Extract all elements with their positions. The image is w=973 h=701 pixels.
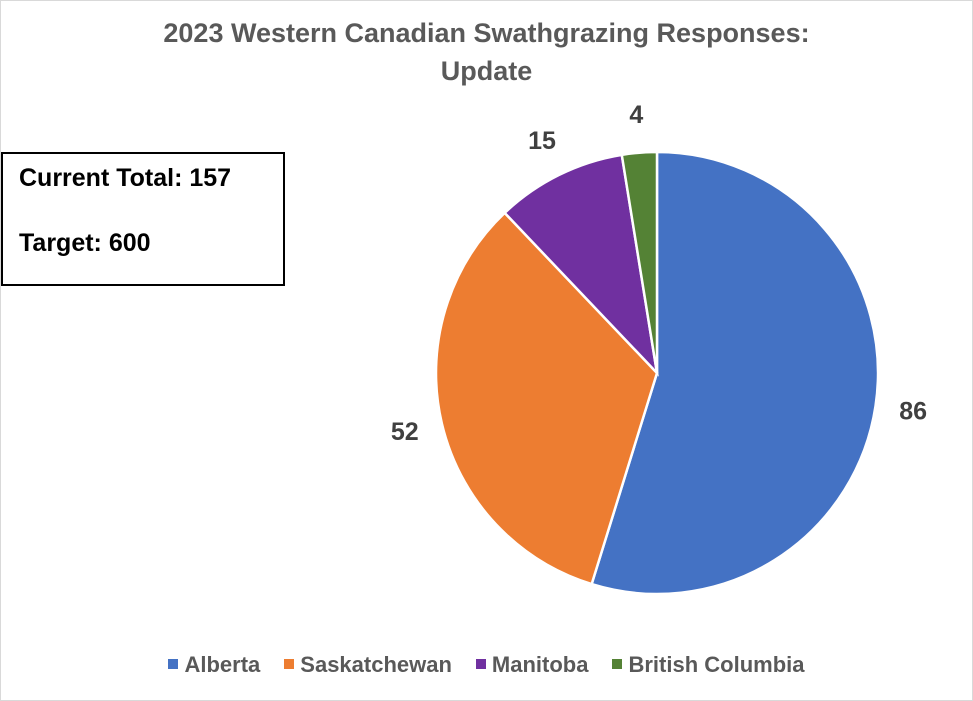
data-label-manitoba: 15 bbox=[528, 127, 556, 155]
legend-item-alberta: Alberta bbox=[168, 652, 260, 678]
legend-label-british-columbia: British Columbia bbox=[628, 652, 805, 677]
legend: Alberta Saskatchewan Manitoba British Colum… bbox=[0, 652, 973, 678]
legend-label-manitoba: Manitoba bbox=[491, 652, 589, 677]
data-label-alberta: 86 bbox=[899, 398, 927, 426]
pie-slice-saskatchewan bbox=[434, 211, 659, 586]
pie-slice-alberta bbox=[590, 150, 880, 596]
legend-item-manitoba: Manitoba bbox=[475, 652, 589, 678]
chart-title-line2: Update bbox=[440, 56, 533, 86]
legend-label-saskatchewan: Saskatchewan bbox=[300, 652, 452, 677]
legend-item-british-columbia: British Columbia bbox=[612, 652, 805, 678]
chart-title: 2023 Western Canadian Swathgrazing Respo… bbox=[163, 18, 810, 48]
data-label-british-columbia: 4 bbox=[629, 101, 643, 129]
pie-slice-british-columbia bbox=[620, 150, 659, 374]
pie-slice-manitoba bbox=[502, 153, 659, 377]
target-text: Target: 600 bbox=[19, 229, 151, 257]
legend-label-alberta: Alberta bbox=[184, 652, 261, 677]
legend-swatch-british-columbia bbox=[612, 659, 623, 669]
current-total-text: Current Total: 157 bbox=[19, 164, 232, 192]
legend-swatch-alberta bbox=[168, 659, 179, 669]
legend-swatch-manitoba bbox=[475, 659, 486, 669]
info-box: Current Total: 157 Target: 600 bbox=[1, 152, 285, 286]
legend-swatch-saskatchewan bbox=[284, 659, 295, 669]
legend-item-saskatchewan: Saskatchewan bbox=[284, 652, 452, 678]
data-label-saskatchewan: 52 bbox=[391, 418, 419, 446]
